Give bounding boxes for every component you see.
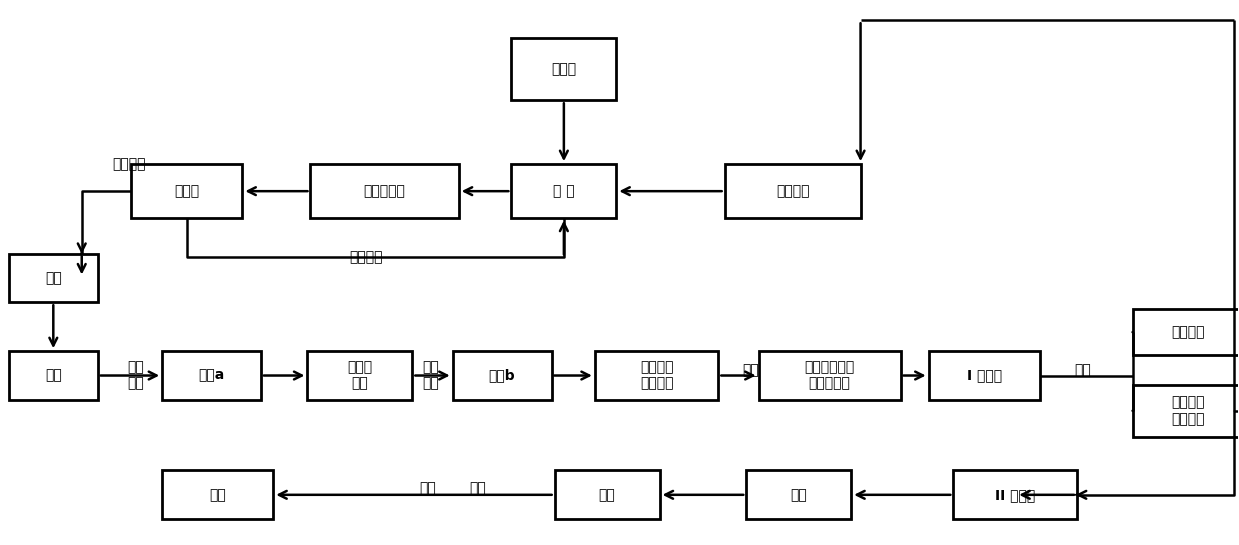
Bar xyxy=(131,164,243,219)
Bar xyxy=(512,164,617,219)
Text: 除盐水: 除盐水 xyxy=(551,62,576,76)
Bar xyxy=(512,38,617,100)
Text: 装配: 装配 xyxy=(468,481,486,495)
Bar xyxy=(311,164,458,219)
Bar xyxy=(452,351,551,400)
Text: 装配: 装配 xyxy=(420,481,436,495)
Text: 湿式球磨机: 湿式球磨机 xyxy=(364,184,405,198)
Text: 原料: 原料 xyxy=(45,271,62,285)
Text: II 级干燥: II 级干燥 xyxy=(995,488,1036,502)
Bar xyxy=(162,470,274,519)
Bar xyxy=(758,351,901,400)
Bar xyxy=(1132,309,1239,355)
Text: 切割: 切割 xyxy=(1074,363,1092,377)
Text: 端部废料: 端部废料 xyxy=(1171,325,1204,339)
Bar xyxy=(555,470,659,519)
Bar xyxy=(953,470,1077,519)
Bar xyxy=(307,351,413,400)
Bar xyxy=(9,351,98,400)
Text: 制 浆: 制 浆 xyxy=(553,184,575,198)
Text: 顶部溢流: 顶部溢流 xyxy=(349,250,383,264)
Text: 规则端面
定长干坯: 规则端面 定长干坯 xyxy=(1171,396,1204,426)
Text: 旋流站: 旋流站 xyxy=(175,184,199,198)
Text: 成品: 成品 xyxy=(598,488,616,502)
Text: 泥料a: 泥料a xyxy=(198,368,224,383)
Text: 堆置
陈腐: 堆置 陈腐 xyxy=(128,360,145,391)
Bar xyxy=(928,351,1040,400)
Bar xyxy=(725,164,861,219)
Bar xyxy=(162,351,261,400)
Text: 预过滤
挤出: 预过滤 挤出 xyxy=(347,360,373,391)
Text: 端部为不规则
形状的湿坯: 端部为不规则 形状的湿坯 xyxy=(804,360,855,391)
Text: 泥料b: 泥料b xyxy=(488,368,515,383)
Text: 初步粉碎: 初步粉碎 xyxy=(776,184,809,198)
Bar xyxy=(595,351,719,400)
Text: 底部溢流: 底部溢流 xyxy=(113,157,146,171)
Text: 仓库: 仓库 xyxy=(209,488,225,502)
Text: 煅烧: 煅烧 xyxy=(790,488,807,502)
Text: 混炼: 混炼 xyxy=(45,368,62,383)
Bar xyxy=(746,470,851,519)
Text: 真空连续
挤出成型: 真空连续 挤出成型 xyxy=(639,360,673,391)
Text: 切割: 切割 xyxy=(742,363,760,377)
Bar xyxy=(1132,385,1239,437)
Text: 堆置
陈腐: 堆置 陈腐 xyxy=(422,360,439,391)
Bar xyxy=(9,253,98,302)
Text: I 级干燥: I 级干燥 xyxy=(966,368,1002,383)
